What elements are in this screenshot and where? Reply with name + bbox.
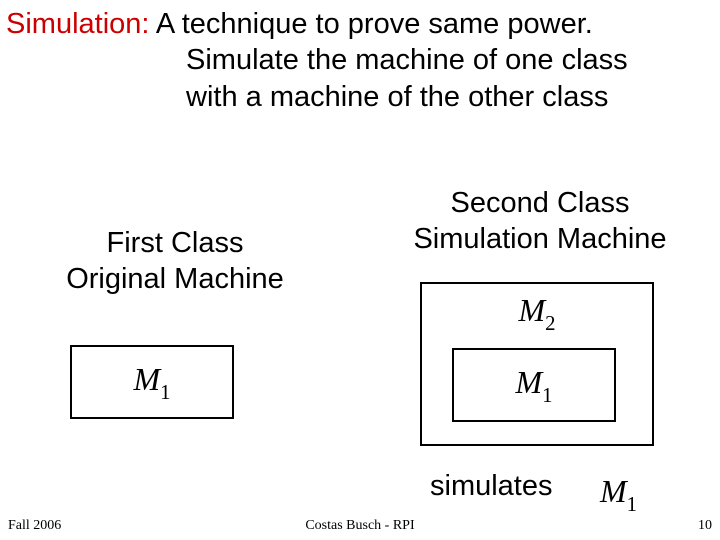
m1-symbol-left: M1: [133, 361, 170, 403]
title-block: Simulation: A technique to prove same po…: [6, 6, 714, 115]
second-class-line-1: Second Class: [380, 185, 700, 221]
first-class-line-1: First Class: [30, 225, 320, 261]
m1-symbol-bottom: M1: [600, 473, 637, 515]
m2-outer-box: M2 M1: [420, 282, 654, 446]
title-line-2: Simulate the machine of one class: [6, 42, 714, 78]
simulates-text: simulates: [430, 470, 553, 503]
footer-center: Costas Busch - RPI: [0, 518, 720, 534]
m2-subscript: 2: [545, 312, 555, 335]
m1-inner-box: M1: [452, 348, 616, 422]
first-class-label: First Class Original Machine: [30, 225, 320, 298]
m1-letter: M: [133, 361, 160, 397]
title-keyword: Simulation:: [6, 8, 149, 40]
m2-symbol: M2: [427, 292, 647, 334]
m1-letter-inner: M: [515, 364, 542, 400]
second-class-label: Second Class Simulation Machine: [380, 185, 700, 258]
m2-letter: M: [518, 292, 545, 328]
m1-letter-bottom: M: [600, 473, 627, 509]
second-class-line-2: Simulation Machine: [380, 221, 700, 257]
m1-symbol-inner: M1: [515, 364, 552, 406]
title-line-1: Simulation: A technique to prove same po…: [6, 6, 714, 42]
first-class-line-2: Original Machine: [30, 261, 320, 297]
m1-subscript-inner: 1: [542, 384, 552, 407]
title-rest: A technique to prove same power.: [149, 8, 592, 40]
slide: Simulation: A technique to prove same po…: [0, 0, 720, 540]
title-line-3: with a machine of the other class: [6, 79, 714, 115]
m1-subscript: 1: [160, 381, 170, 404]
m1-box-left: M1: [70, 345, 234, 419]
m1-subscript-bottom: 1: [627, 493, 637, 516]
footer-page-number: 10: [698, 518, 712, 534]
